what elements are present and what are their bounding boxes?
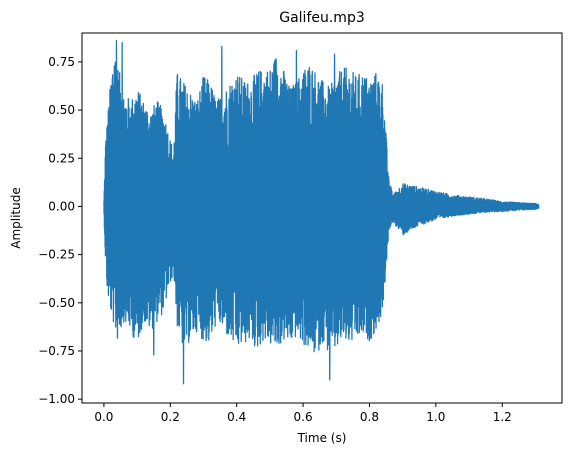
x-tick-label: 0.2 xyxy=(161,410,180,424)
x-axis: 0.0 0.2 0.4 0.6 0.8 1.0 1.2 xyxy=(94,403,512,424)
y-tick-label: 0.00 xyxy=(48,199,75,213)
y-tick-label: −1.00 xyxy=(38,392,75,406)
x-tick-label: 0.4 xyxy=(227,410,246,424)
x-tick-label: 1.2 xyxy=(493,410,512,424)
waveform-line xyxy=(103,40,540,385)
waveform-series xyxy=(103,40,540,385)
x-axis-label: Time (s) xyxy=(297,431,347,445)
y-tick-label: −0.50 xyxy=(38,296,75,310)
y-tick-label: −0.75 xyxy=(38,344,75,358)
y-tick-label: 0.75 xyxy=(48,55,75,69)
x-tick-label: 0.6 xyxy=(294,410,313,424)
x-tick-label: 0.8 xyxy=(360,410,379,424)
chart-title: Galifeu.mp3 xyxy=(279,10,365,26)
x-tick-label: 1.0 xyxy=(426,410,445,424)
y-tick-label: −0.25 xyxy=(38,248,75,262)
y-axis-label: Amplitude xyxy=(9,187,23,249)
y-axis: 0.75 0.50 0.25 0.00 −0.25 −0.50 −0.75 −1.00 xyxy=(38,55,82,406)
plot-frame xyxy=(81,32,563,404)
y-tick-label: 0.50 xyxy=(48,103,75,117)
x-tick-label: 0.0 xyxy=(94,410,113,424)
y-tick-label: 0.25 xyxy=(48,151,75,165)
